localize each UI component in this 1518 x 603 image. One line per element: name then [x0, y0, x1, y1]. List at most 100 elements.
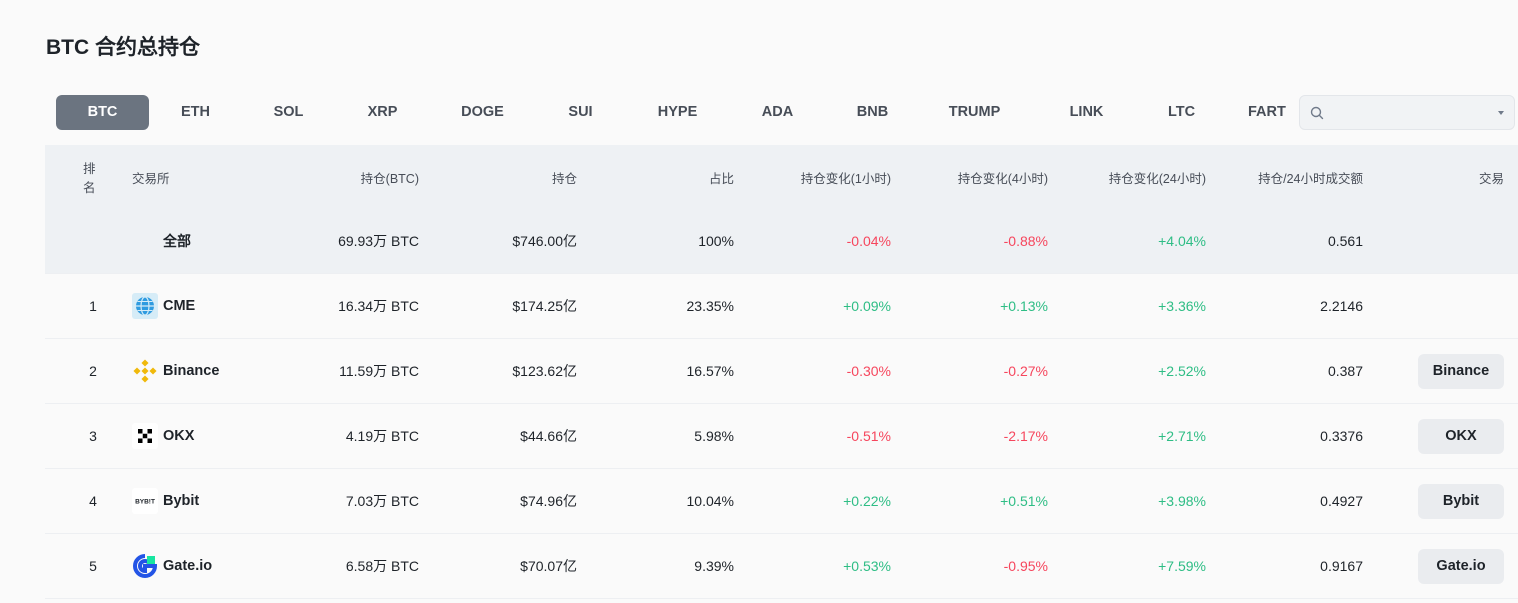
total-oi: $746.00亿	[512, 233, 577, 249]
oi-btc: 7.03万 BTC	[345, 493, 419, 509]
tab-bnb[interactable]: BNB	[856, 104, 889, 120]
change-24h: +2.52%	[1158, 363, 1206, 379]
exchange-cell[interactable]: Binance	[132, 339, 332, 403]
tab-sui[interactable]: SUI	[568, 104, 593, 120]
dropdown-caret-icon[interactable]	[1498, 111, 1504, 115]
table-row: 4 BYB!T Bybit 7.03万 BTC $74.96亿 10.04% +…	[45, 469, 1518, 534]
share: 10.04%	[686, 493, 734, 509]
total-change-1h: -0.04%	[846, 233, 891, 249]
change-24h: +3.98%	[1158, 493, 1206, 509]
header-oi[interactable]: 持仓	[551, 171, 577, 186]
change-1h: -0.51%	[846, 428, 891, 444]
tab-xrp[interactable]: XRP	[367, 104, 398, 120]
gateio-logo-icon	[132, 553, 158, 579]
tab-doge[interactable]: DOGE	[461, 104, 504, 120]
oi-volume-ratio: 0.9167	[1320, 558, 1363, 574]
trade-button-binance[interactable]: Binance	[1418, 353, 1504, 389]
oi: $174.25亿	[512, 298, 577, 314]
change-24h: +7.59%	[1158, 558, 1206, 574]
coin-search-select[interactable]	[1299, 95, 1515, 130]
exchange-name: CME	[163, 298, 196, 314]
header-share[interactable]: 占比	[708, 171, 734, 186]
header-exchange: 交易所	[132, 171, 170, 186]
tab-btc[interactable]: BTC	[56, 95, 149, 130]
total-share: 100%	[698, 233, 734, 249]
tab-ada[interactable]: ADA	[761, 104, 794, 120]
tab-sol[interactable]: SOL	[273, 104, 304, 120]
page-title: BTC 合约总持仓	[46, 36, 200, 59]
oi: $74.96亿	[520, 493, 577, 509]
coin-tabs: BTC ETH SOL XRP DOGE SUI HYPE ADA BNB TR…	[56, 95, 1288, 130]
binance-logo-icon	[132, 358, 158, 384]
exchange-name: OKX	[163, 428, 195, 444]
rank: 2	[89, 363, 97, 379]
search-input[interactable]	[1332, 102, 1482, 124]
total-change-24h: +4.04%	[1158, 233, 1206, 249]
change-4h: -0.95%	[1003, 558, 1048, 574]
exchange-name: Bybit	[163, 493, 200, 509]
rank: 1	[89, 298, 97, 314]
oi-btc: 11.59万 BTC	[339, 363, 419, 379]
okx-logo-icon	[132, 423, 158, 449]
exchange-cell[interactable]: BYB!T Bybit	[132, 469, 332, 533]
open-interest-table: 排名 交易所 持仓(BTC) 持仓 占比 持仓变化(1小时) 持仓变化(4小时)…	[45, 145, 1518, 599]
trade-cell: Gate.io	[1385, 534, 1504, 598]
change-4h: +0.13%	[1000, 298, 1048, 314]
rank: 3	[89, 428, 97, 444]
tab-eth[interactable]: ETH	[181, 104, 210, 120]
exchange-cell[interactable]: CME	[132, 274, 332, 338]
svg-text:BYB!T: BYB!T	[135, 499, 155, 506]
header-rank[interactable]: 排名	[83, 162, 96, 195]
table-row: 1 CME 16.34万 BTC $174.25亿 23.35% +0.09% …	[45, 274, 1518, 339]
total-label: 全部	[163, 233, 191, 249]
exchange-name: Binance	[163, 363, 220, 379]
share: 5.98%	[694, 428, 734, 444]
tab-hype[interactable]: HYPE	[657, 104, 698, 120]
total-oi-btc: 69.93万 BTC	[338, 233, 419, 249]
oi-btc: 4.19万 BTC	[345, 428, 419, 444]
search-icon	[1310, 106, 1324, 120]
tab-fart[interactable]: FART	[1248, 104, 1286, 120]
oi-volume-ratio: 2.2146	[1320, 298, 1363, 314]
exchange-cell[interactable]: OKX	[132, 404, 332, 468]
tab-trump[interactable]: TRUMP	[948, 104, 1001, 120]
header-oi-btc[interactable]: 持仓(BTC)	[360, 171, 419, 186]
table-row: 2 Binance 11.59万 BTC $123.62亿 16.57% -0.…	[45, 339, 1518, 404]
change-4h: +0.51%	[1000, 493, 1048, 509]
exchange-cell[interactable]: Gate.io	[132, 534, 332, 598]
trade-button-gateio[interactable]: Gate.io	[1418, 548, 1504, 584]
header-change-24h[interactable]: 持仓变化(24小时)	[1108, 171, 1206, 186]
header-change-1h[interactable]: 持仓变化(1小时)	[800, 171, 891, 186]
rank: 4	[89, 493, 97, 509]
table-header: 排名 交易所 持仓(BTC) 持仓 占比 持仓变化(1小时) 持仓变化(4小时)…	[45, 145, 1518, 209]
trade-cell: OKX	[1385, 404, 1504, 468]
oi: $70.07亿	[520, 558, 577, 574]
trade-button-bybit[interactable]: Bybit	[1418, 483, 1504, 519]
cme-globe-icon	[132, 293, 158, 319]
change-24h: +2.71%	[1158, 428, 1206, 444]
trade-cell: Binance	[1385, 339, 1504, 403]
share: 23.35%	[686, 298, 734, 314]
change-1h: +0.53%	[843, 558, 891, 574]
table-row-total: 全部 69.93万 BTC $746.00亿 100% -0.04% -0.88…	[45, 209, 1518, 274]
table-row: 5 Gate.io 6.58万 BTC $70.07亿 9.39% +0.53%…	[45, 534, 1518, 599]
oi-volume-ratio: 0.3376	[1320, 428, 1363, 444]
oi-volume-ratio: 0.4927	[1320, 493, 1363, 509]
oi: $123.62亿	[512, 363, 577, 379]
change-24h: +3.36%	[1158, 298, 1206, 314]
oi-volume-ratio: 0.387	[1327, 363, 1363, 379]
header-oi-volume-ratio[interactable]: 持仓/24小时成交额	[1258, 171, 1363, 186]
exchange-name: Gate.io	[163, 558, 213, 574]
trade-button-okx[interactable]: OKX	[1418, 418, 1504, 454]
share: 9.39%	[694, 558, 734, 574]
share: 16.57%	[686, 363, 734, 379]
change-1h: +0.22%	[843, 493, 891, 509]
change-4h: -0.27%	[1003, 363, 1048, 379]
oi-btc: 6.58万 BTC	[345, 558, 419, 574]
total-oi-volume-ratio: 0.561	[1327, 233, 1363, 249]
tab-link[interactable]: LINK	[1069, 104, 1104, 120]
header-change-4h[interactable]: 持仓变化(4小时)	[957, 171, 1048, 186]
header-trade: 交易	[1478, 171, 1504, 186]
change-1h: -0.30%	[846, 363, 891, 379]
tab-ltc[interactable]: LTC	[1167, 104, 1196, 120]
